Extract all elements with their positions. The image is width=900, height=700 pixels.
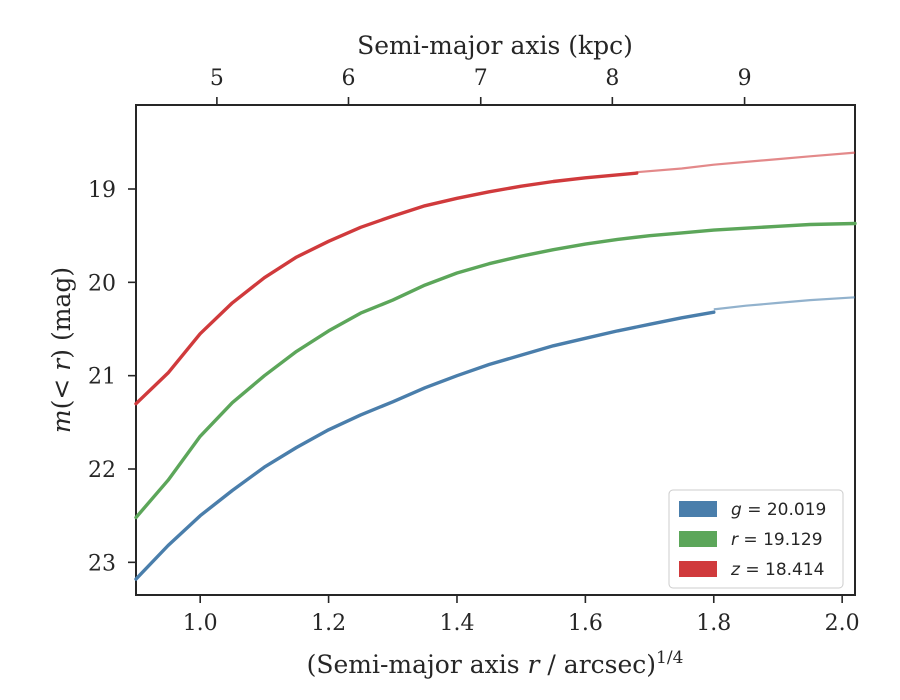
legend-entry-r: r = 19.129 (679, 530, 823, 550)
y-tick-label: 21 (88, 365, 116, 390)
series-layer (134, 151, 857, 581)
x-axis-title-top: Semi-major axis (kpc) (357, 31, 633, 60)
series-r-line (134, 221, 857, 520)
top-tick-label: 7 (474, 66, 488, 91)
x-axis-title-bottom: (Semi-major axis r / arcsec)1/4 (307, 648, 684, 679)
x-tick-label: 1.4 (439, 611, 474, 636)
top-tick-label: 8 (605, 66, 619, 91)
legend-label-r: r = 19.129 (731, 530, 823, 550)
top-tick-label: 6 (341, 66, 355, 91)
legend-label-g: g = 20.019 (731, 500, 826, 520)
series-z-line (134, 171, 639, 406)
legend-label-z: z = 18.414 (730, 560, 824, 580)
x-tick-label: 1.0 (183, 611, 218, 636)
legend-swatch-z (679, 561, 717, 577)
legend-entry-z: z = 18.414 (679, 560, 824, 580)
top-tick-label: 9 (738, 66, 752, 91)
plot-frame (135, 104, 856, 596)
y-tick-label: 19 (88, 178, 116, 203)
series-g-line (134, 310, 716, 581)
x-tick-label: 1.2 (311, 611, 346, 636)
y-axis-title: m(< r) (mag) (47, 267, 76, 433)
legend-swatch-g (679, 501, 717, 517)
series-z-extension (636, 151, 856, 174)
legend-entry-g: g = 20.019 (679, 500, 826, 520)
legend: g = 20.019 r = 19.129 z = 18.414 (668, 489, 844, 589)
x-tick-label: 2.0 (825, 611, 860, 636)
legend-swatch-r (679, 531, 717, 547)
tick-layer: 1.0 1.2 1.4 1.6 1.8 2.0 19 20 21 22 23 5 6 7 8 9 (88, 66, 860, 636)
top-tick-label: 5 (210, 66, 224, 91)
y-tick-label: 20 (88, 271, 116, 296)
series-g-extension (713, 296, 856, 311)
y-tick-label: 23 (88, 551, 116, 576)
x-tick-label: 1.6 (568, 611, 603, 636)
x-tick-label: 1.8 (696, 611, 731, 636)
y-tick-label: 22 (88, 458, 116, 483)
